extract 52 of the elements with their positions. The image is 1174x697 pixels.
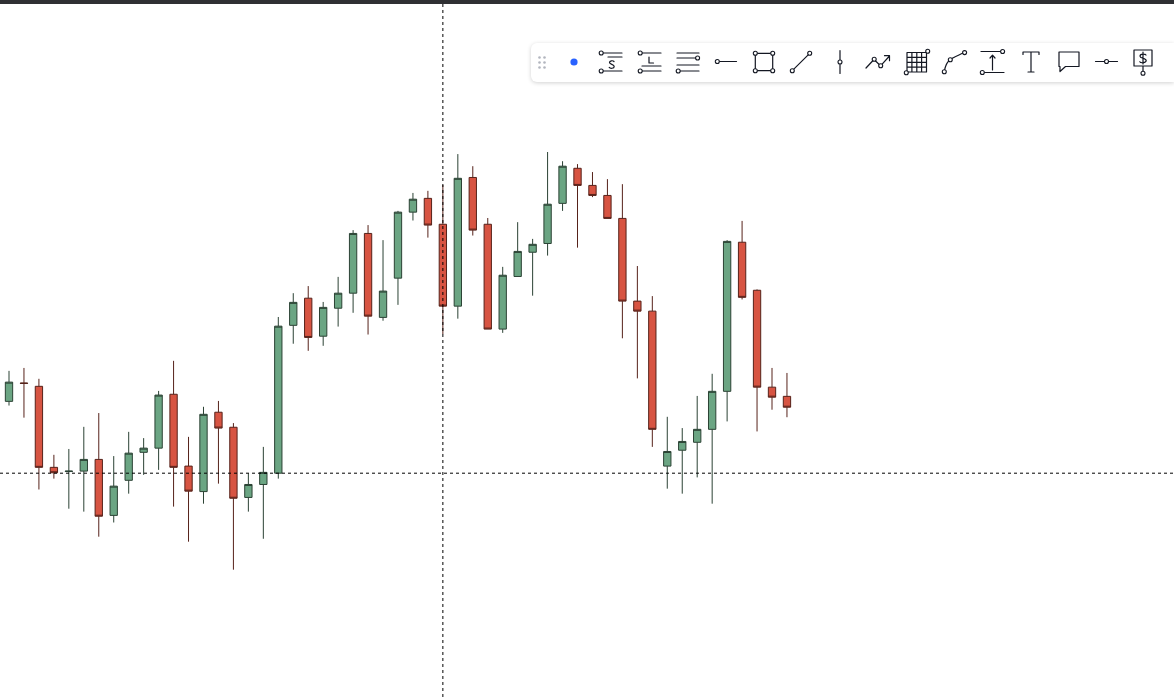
- candlestick: [34, 378, 44, 490]
- candlestick: [408, 192, 418, 221]
- candlestick: [363, 224, 373, 336]
- candlestick: [109, 455, 118, 523]
- candlestick: [199, 406, 208, 505]
- candlestick: [663, 416, 672, 490]
- candlestick: [423, 190, 433, 239]
- candlestick: [124, 431, 133, 495]
- candlestick: [693, 395, 702, 478]
- candlestick: [633, 265, 642, 379]
- candlestick: [348, 229, 358, 314]
- candlestick: [169, 360, 178, 508]
- candlestick: [648, 295, 657, 448]
- candlestick: [244, 472, 253, 513]
- candlestick: [707, 373, 717, 505]
- candlestick: [304, 285, 313, 352]
- candlestick: [64, 448, 74, 510]
- candlestick: [4, 370, 14, 407]
- candlestick: [603, 178, 612, 219]
- candlestick: [229, 422, 238, 571]
- candlestick: [333, 276, 343, 328]
- candlestick: [618, 183, 627, 339]
- candlestick: [782, 372, 792, 418]
- candlestick: [678, 427, 687, 495]
- candlestick: [528, 238, 537, 297]
- candlestick: [214, 400, 223, 485]
- candlestick: [259, 446, 268, 540]
- candlestick: [393, 210, 403, 306]
- candlestick: [94, 412, 103, 538]
- candlestick: [289, 292, 298, 345]
- candlestick: [483, 217, 492, 330]
- candlestick: [468, 165, 477, 237]
- candlestick: [378, 239, 388, 322]
- candlestick: [79, 426, 88, 513]
- candlestick: [513, 221, 522, 277]
- candlestick: [453, 153, 462, 320]
- candlestick: [752, 288, 762, 432]
- candlestick: [737, 220, 747, 300]
- candlestick: [588, 171, 597, 198]
- candlestick: [319, 301, 328, 347]
- candlestick: [558, 160, 567, 212]
- candlestick: [49, 454, 59, 480]
- candlestick: [498, 266, 507, 334]
- candlestick: [19, 367, 29, 419]
- candlestick: [722, 239, 732, 422]
- candlestick: [184, 436, 193, 543]
- candlestick: [543, 151, 552, 257]
- candlestick: [767, 367, 777, 411]
- candlestick: [154, 390, 163, 471]
- candlestick: [139, 437, 148, 476]
- candlestick: [274, 316, 283, 480]
- candlestick: [573, 163, 582, 249]
